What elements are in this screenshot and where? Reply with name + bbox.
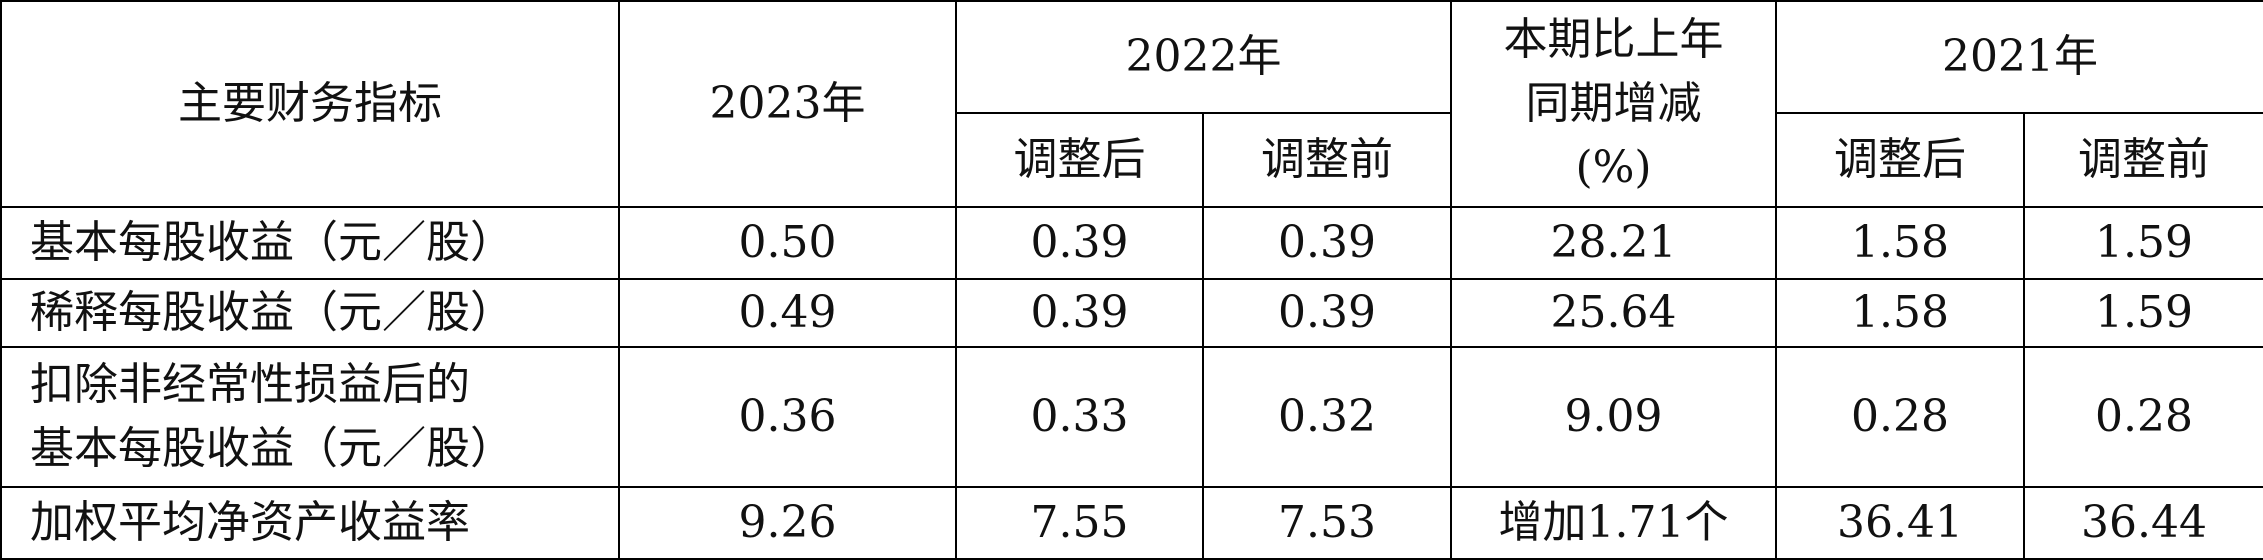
label-line: 稀释每股收益（元／股）	[30, 287, 514, 339]
header-cell: 主要财务指标	[0, 0, 620, 208]
label-line: 扣除非经常性损益后的	[30, 359, 470, 411]
header-cell: 调整后	[955, 112, 1204, 208]
header-row: 调整后 调整前 调整后 调整前	[1, 112, 2263, 208]
value-cell: 0.39	[1201, 206, 1453, 280]
label-line: 基本每股收益（元／股）	[30, 423, 514, 474]
value-cell: 0.28	[1775, 346, 2026, 488]
header-cell: 调整前	[1201, 112, 1453, 208]
row-label: 加权平均净资产收益率	[0, 486, 620, 560]
value-cell: 1.58	[1775, 278, 2026, 348]
header-cell: 2023年	[618, 0, 957, 208]
value-cell: 9.09	[1450, 346, 1778, 488]
value-cell: 7.53	[1201, 486, 1453, 560]
data-row: 加权平均净资产收益率 9.26 7.55 7.53 增加1.71个 36.41 36.44	[0, 486, 2263, 560]
label-line: 基本每股收益（元／股）	[30, 217, 514, 269]
header-cell: 本期比上年 同期增减 (%)	[1450, 0, 1778, 208]
value-cell: 28.21	[1450, 206, 1778, 280]
header-row: 主要财务指标 2023年 2022年 本期比上年 同期增减 (%) 2021年	[0, 0, 2263, 208]
value-cell: 0.49	[618, 278, 957, 348]
header-line: (%)	[1575, 141, 1652, 193]
value-cell: 1.59	[2023, 206, 2263, 280]
row-label: 基本每股收益（元／股）	[0, 206, 620, 280]
value-cell: 0.39	[955, 278, 1204, 348]
row-label: 稀释每股收益（元／股）	[0, 278, 620, 348]
header-cell: 调整前	[2023, 112, 2263, 208]
value-cell: 增加1.71个	[1450, 486, 1778, 560]
row-label: 扣除非经常性损益后的 基本每股收益（元／股）	[0, 346, 620, 488]
data-row: 稀释每股收益（元／股） 0.49 0.39 0.39 25.64 1.58 1.59	[0, 278, 2263, 348]
value-cell: 0.33	[955, 346, 1204, 488]
value-cell: 1.58	[1775, 206, 2026, 280]
value-cell: 1.59	[2023, 278, 2263, 348]
label-line: 加权平均净资产收益率	[30, 497, 470, 549]
header-line: 同期增减	[1525, 78, 1702, 130]
value-cell: 7.55	[955, 486, 1204, 560]
value-cell: 25.64	[1450, 278, 1778, 348]
value-cell: 0.36	[618, 346, 957, 488]
data-row: 基本每股收益（元／股） 0.50 0.39 0.39 28.21 1.58 1.59	[0, 206, 2263, 280]
data-row: 扣除非经常性损益后的 基本每股收益（元／股） 0.36 0.33 0.32 9.09 0.2…	[0, 346, 2263, 488]
value-cell: 0.28	[2023, 346, 2263, 488]
value-cell: 0.39	[955, 206, 1204, 280]
value-cell: 36.41	[1775, 486, 2026, 560]
value-cell: 0.32	[1201, 346, 1453, 488]
value-cell: 9.26	[618, 486, 957, 560]
value-cell: 0.39	[1201, 278, 1453, 348]
value-cell: 0.50	[618, 206, 957, 280]
header-cell: 2021年	[1775, 0, 2263, 114]
header-line: 本期比上年	[1503, 14, 1724, 66]
value-cell: 36.44	[2023, 486, 2263, 560]
header-cell: 调整后	[1775, 112, 2026, 208]
header-cell: 2022年	[954, 0, 1453, 114]
